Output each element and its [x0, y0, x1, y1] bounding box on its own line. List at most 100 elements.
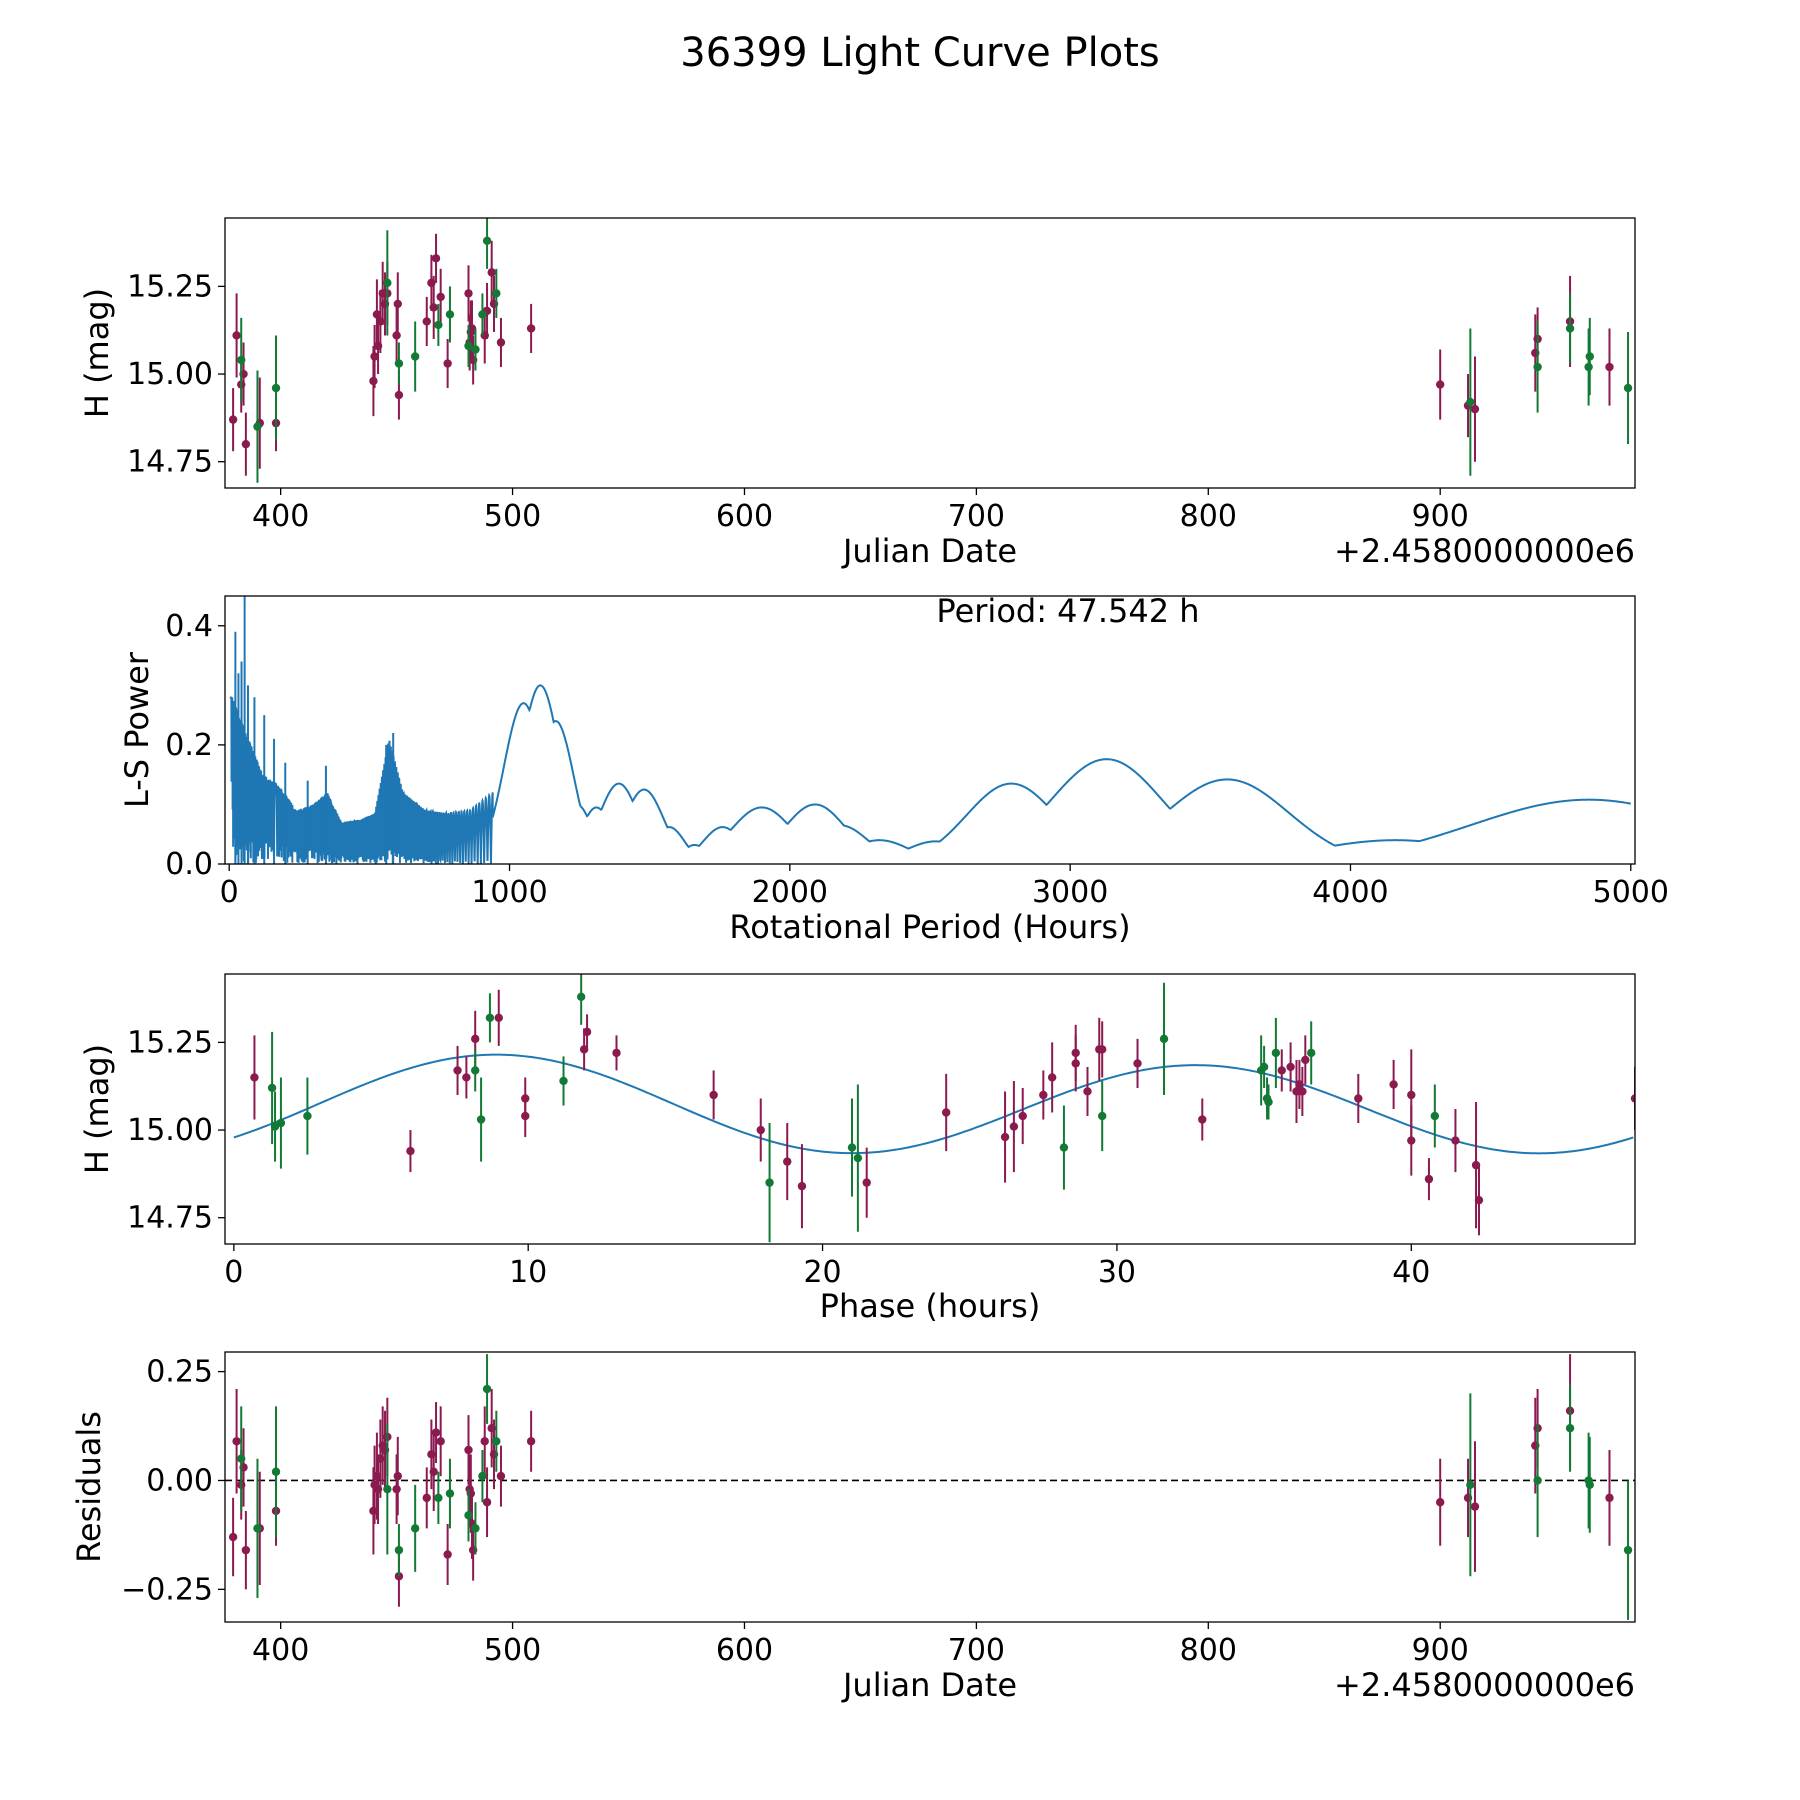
light-curve-point-o	[383, 278, 392, 288]
light-curve-data	[228, 218, 1633, 483]
phased-ticks: 0 10 20 30 40 14.75 15.00 15.25	[127, 1025, 1430, 1290]
light-curve-point-c	[392, 331, 401, 340]
light-curve-point-o	[1584, 362, 1593, 372]
phased-point-c	[1198, 1115, 1207, 1124]
phased-point-c	[709, 1090, 718, 1100]
periodogram-xtick-label: 0	[220, 875, 239, 910]
light-curve-point-c	[464, 289, 473, 298]
residuals-point-o	[271, 1467, 281, 1476]
light-curve-ytick-label: 15.00	[127, 357, 213, 392]
residuals-point-c	[1435, 1498, 1445, 1507]
light-curve-point-c	[467, 324, 477, 333]
light-curve-point-o	[478, 310, 487, 319]
phased-point-c	[1098, 1045, 1107, 1054]
periodogram-panel: 0 1000 2000 3000 4000 5000 0.0 0.2 0.4 Period: 4…	[118, 592, 1669, 946]
phased-point-c	[783, 1157, 792, 1166]
phased-point-o	[1264, 1097, 1273, 1107]
residuals-point-c	[526, 1437, 536, 1446]
residuals-point-c	[464, 1445, 473, 1455]
phased-point-o	[847, 1143, 857, 1152]
phased-point-c	[471, 1034, 480, 1044]
light-curve-xtick-label: 800	[1180, 499, 1237, 534]
light-curve-point-c	[496, 338, 506, 347]
light-curve-point-c	[370, 352, 379, 361]
residuals-ticks: 400 500 600 700 800 900 −0.25 0.00 0.25	[121, 1355, 1469, 1668]
light-curve-point-o	[1533, 362, 1542, 372]
residuals-points	[228, 1354, 1633, 1620]
periodogram-line	[229, 684, 1631, 864]
phased-ytick-label: 15.00	[127, 1113, 213, 1148]
phased-point-o	[303, 1111, 312, 1121]
residuals-xlabel: Julian Date	[841, 1666, 1017, 1704]
phased-xtick-label: 40	[1392, 1255, 1430, 1290]
phased-point-o	[471, 1066, 480, 1075]
phased-point-c	[1630, 1094, 1635, 1103]
light-curve-xtick-label: 500	[484, 499, 541, 534]
phased-point-o	[267, 1083, 277, 1093]
phased-point-c	[1474, 1195, 1484, 1205]
periodogram-xtick-label: 3000	[1032, 875, 1108, 910]
residuals-point-c	[480, 1437, 489, 1446]
light-curve-points	[228, 218, 1633, 483]
periodogram-xtick-label: 2000	[752, 875, 828, 910]
periodogram-xtick-label: 1000	[471, 875, 547, 910]
light-curve-point-c	[372, 310, 382, 319]
residuals-point-o	[410, 1524, 420, 1533]
phased-point-c	[1354, 1094, 1363, 1103]
light-curve-point-c	[1435, 380, 1445, 389]
light-curve-point-o	[1585, 352, 1594, 361]
phased-ytick-label: 14.75	[127, 1201, 213, 1236]
phased-point-c	[521, 1111, 530, 1121]
residuals-x-offset: +2.4580000000e6	[1334, 1666, 1635, 1704]
light-curve-ticks: 400 500 600 700 800 900 14.75 15.00 15.25	[127, 269, 1469, 534]
phased-point-o	[1430, 1111, 1440, 1121]
light-curve-point-o	[253, 422, 262, 431]
residuals-point-o	[482, 1384, 492, 1394]
phased-point-c	[1286, 1062, 1295, 1072]
figure-title: 36399 Light Curve Plots	[680, 30, 1159, 76]
residuals-point-o	[1533, 1476, 1542, 1485]
phased-point-c	[797, 1181, 807, 1191]
phased-xlabel: Phase (hours)	[820, 1287, 1041, 1325]
light-curve-point-o	[1565, 324, 1575, 333]
residuals-xtick-label: 600	[716, 1633, 773, 1668]
residuals-point-o	[1623, 1545, 1633, 1555]
light-curve-point-c	[241, 439, 251, 449]
phased-point-c	[1451, 1136, 1460, 1145]
residuals-point-o	[445, 1489, 455, 1498]
phased-point-o	[559, 1076, 568, 1086]
periodogram-ytick-label: 0.0	[165, 847, 213, 882]
residuals-point-c	[241, 1545, 251, 1555]
light-curve-point-c	[526, 324, 536, 333]
residuals-point-c	[429, 1467, 438, 1476]
light-curve-point-o	[1466, 397, 1475, 407]
residuals-point-o	[394, 1545, 404, 1555]
light-curve-xtick-label: 600	[716, 499, 773, 534]
residuals-xtick-label: 900	[1412, 1633, 1469, 1668]
periodogram-lines	[229, 596, 1631, 864]
phased-panel: 0 10 20 30 40 14.75 15.00 15.25 Phase (hours) H…	[78, 973, 1636, 1325]
residuals-point-c	[496, 1471, 506, 1481]
light-curve-point-o	[445, 310, 455, 319]
phased-point-c	[1133, 1059, 1142, 1068]
light-curve-point-c	[232, 331, 241, 340]
phased-point-o	[1307, 1048, 1316, 1058]
periodogram-xlabel: Rotational Period (Hours)	[729, 908, 1130, 946]
residuals-panel: 400 500 600 700 800 900 −0.25 0.00 0.25 Julian D…	[70, 1351, 1636, 1704]
light-curve-point-c	[443, 359, 452, 368]
residuals-point-o	[434, 1493, 443, 1503]
residuals-point-o	[471, 1524, 480, 1533]
residuals-point-c	[422, 1493, 431, 1503]
light-curve-x-offset: +2.4580000000e6	[1334, 532, 1635, 570]
light-curve-point-o	[1623, 383, 1633, 393]
residuals-point-c	[1470, 1502, 1480, 1511]
phased-point-o	[485, 1013, 495, 1023]
phased-point-o	[853, 1153, 863, 1163]
phased-point-c	[1389, 1080, 1398, 1089]
residuals-xtick-label: 800	[1180, 1633, 1237, 1668]
phased-point-c	[756, 1125, 765, 1135]
phased-point-c	[406, 1146, 415, 1156]
periodogram-ticks: 0 1000 2000 3000 4000 5000 0.0 0.2 0.4	[165, 609, 1669, 910]
light-curve-point-o	[410, 352, 420, 361]
residuals-point-c	[1605, 1493, 1614, 1503]
